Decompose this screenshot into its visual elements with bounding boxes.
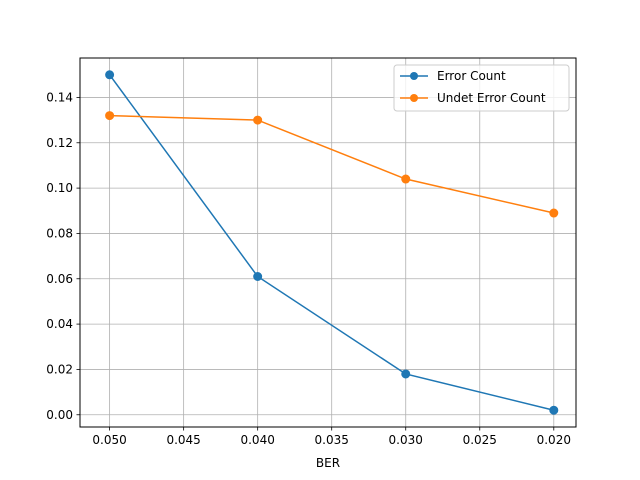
series-1-point — [401, 369, 411, 379]
x-tick-label: 0.045 — [166, 433, 200, 447]
series-1-point — [105, 70, 115, 80]
plot-area — [80, 58, 576, 427]
x-tick-label: 0.040 — [240, 433, 274, 447]
series-2-point — [401, 174, 411, 184]
legend-label: Error Count — [437, 69, 506, 83]
y-tick-label: 0.02 — [46, 362, 73, 376]
legend: Error Count Undet Error Count — [393, 64, 570, 112]
series-1-point — [549, 405, 559, 415]
plot-frame — [79, 57, 577, 428]
series-layer — [105, 70, 559, 415]
legend-box — [393, 64, 570, 112]
x-tick-label: 0.020 — [537, 433, 571, 447]
series-2-point — [549, 208, 559, 218]
x-tick-label: 0.030 — [389, 433, 423, 447]
series-1-point — [253, 271, 263, 281]
legend-label: Undet Error Count — [437, 91, 546, 105]
axis-ticks: 0.050 0.045 0.040 0.035 0.030 0.025 0.020 0.00 0… — [46, 90, 571, 447]
x-tick-label: 0.035 — [315, 433, 349, 447]
series-line-2 — [109, 114, 554, 214]
x-tick-label: 0.050 — [92, 433, 126, 447]
y-tick-label: 0.04 — [46, 317, 73, 331]
x-tick-label: 0.025 — [463, 433, 497, 447]
y-tick-label: 0.12 — [46, 136, 73, 150]
legend-marker — [410, 94, 418, 102]
y-tick-label: 0.14 — [46, 90, 73, 104]
series-2-point — [253, 115, 263, 125]
series-line-1 — [109, 74, 554, 411]
y-tick-label: 0.00 — [46, 408, 73, 422]
legend-marker — [410, 72, 418, 80]
y-tick-label: 0.08 — [46, 226, 73, 240]
y-tick-label: 0.10 — [46, 181, 73, 195]
x-axis-label: BER — [316, 456, 340, 470]
y-tick-label: 0.06 — [46, 272, 73, 286]
series-2-point — [105, 111, 115, 121]
